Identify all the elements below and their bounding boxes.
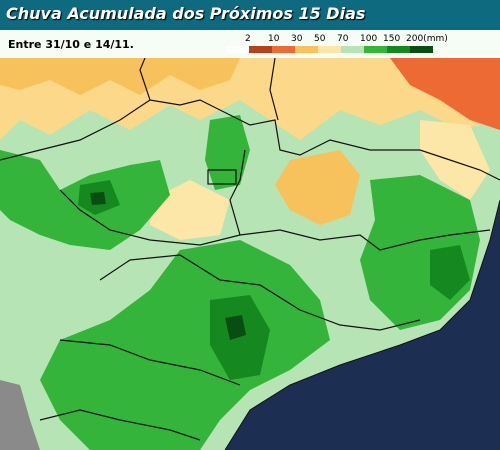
legend-swatch	[249, 46, 272, 53]
legend-label: 10	[268, 34, 280, 44]
coastline	[224, 199, 500, 450]
zone-30-50	[275, 150, 360, 225]
zone-100-150	[205, 115, 250, 190]
zone-50-70	[420, 120, 490, 200]
zone-200	[90, 192, 106, 205]
legend-swatch	[226, 46, 249, 53]
legend-label: 2	[245, 34, 251, 44]
legend-swatch	[341, 46, 364, 53]
title-bar	[0, 0, 500, 30]
legend-swatch	[387, 46, 410, 53]
zone-200	[225, 315, 246, 340]
ocean	[225, 200, 500, 450]
zone-150-200	[430, 245, 470, 300]
legend-swatch	[410, 46, 433, 53]
legend-swatch	[318, 46, 341, 53]
legend-swatch	[295, 46, 318, 53]
legend-swatch	[364, 46, 387, 53]
legend-swatch	[272, 46, 295, 53]
legend-label: 150	[383, 34, 401, 44]
legend-label: 200(mm)	[406, 34, 448, 44]
legend-label: 100	[360, 34, 378, 44]
legend-label: 70	[337, 34, 349, 44]
state-borders	[0, 57, 500, 441]
title: Chuva Acumulada dos Próximos 15 Dias	[6, 4, 366, 23]
legend-label: 50	[314, 34, 326, 44]
subtitle-bar	[0, 30, 500, 58]
zone-100-150	[40, 240, 330, 450]
subtitle: Entre 31/10 e 14/11.	[8, 38, 134, 51]
zone-10-30	[390, 58, 500, 130]
outside-area	[0, 380, 40, 450]
zone-150-200	[210, 295, 270, 380]
legend-label: 30	[291, 34, 303, 44]
zone-30-50	[0, 58, 240, 95]
